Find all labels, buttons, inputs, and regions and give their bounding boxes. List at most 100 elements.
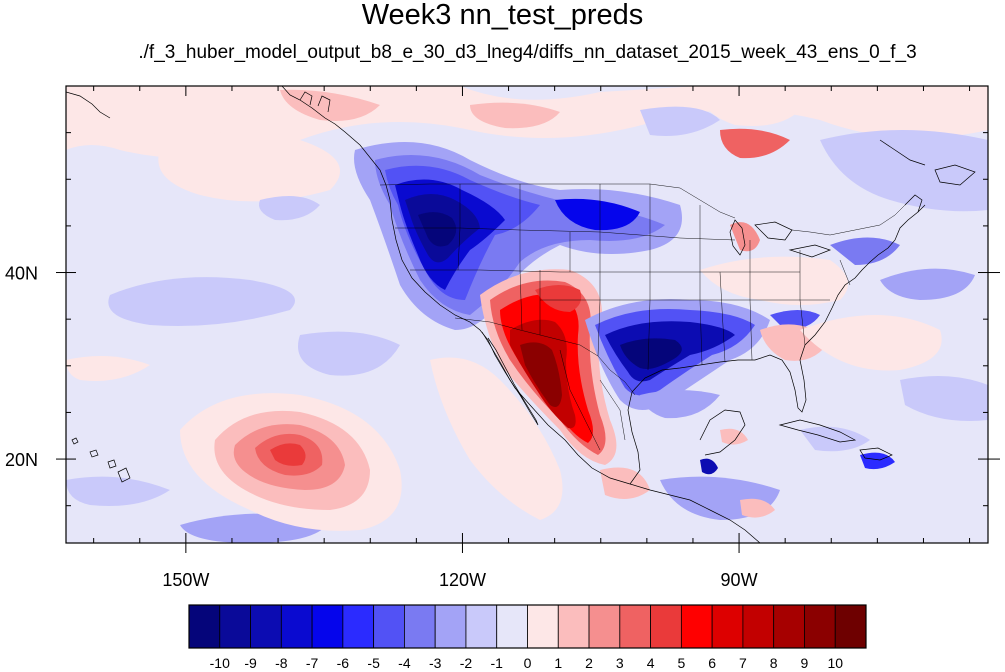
coastline (729, 219, 746, 256)
coastline (879, 139, 926, 166)
anomaly-patch (418, 212, 457, 247)
coastline (934, 164, 976, 186)
border (599, 379, 626, 441)
anomaly-patch (66, 476, 170, 506)
anomaly-patch (640, 390, 720, 419)
border (699, 205, 703, 366)
border (457, 184, 461, 271)
colorbar-label: 6 (708, 655, 716, 671)
anomaly-patch (740, 498, 775, 518)
lat-tick-label: 20N (5, 450, 38, 470)
map-title: Week3 nn_test_preds (361, 0, 644, 31)
lat-tick-label: 40N (5, 264, 38, 284)
colorbar-label: -4 (398, 655, 411, 671)
colorbar: -10 -9 -8 -7 -6 -5 -4 -3 -2 -1 0 1 2 3 4 5 6 7 8 9 10 (188, 604, 867, 671)
anomaly-patch (66, 356, 150, 381)
coastline (281, 86, 631, 485)
colorbar-swatch (773, 604, 805, 649)
border (791, 204, 906, 236)
colorbar-swatch (619, 604, 651, 649)
colorbar-label: 5 (677, 655, 685, 671)
coastline (299, 91, 313, 106)
coastline (788, 244, 832, 258)
anomaly-patch (280, 89, 380, 121)
anomaly-patch (270, 443, 306, 466)
border (395, 227, 736, 241)
coastline (317, 95, 331, 113)
coastline (89, 449, 99, 458)
colorbar-label: -9 (244, 655, 257, 671)
coastline (117, 467, 131, 483)
coastline (66, 91, 111, 119)
colorbar-swatch (250, 604, 282, 649)
colorbar-label: -6 (337, 655, 350, 671)
colorbar-swatch (680, 604, 713, 649)
anomaly-patch (720, 428, 748, 445)
colorbar-swatch (527, 604, 559, 649)
lon-tick-label: 120W (439, 570, 486, 590)
lon-tick-label: 90W (721, 570, 758, 590)
colorbar-label: 7 (739, 655, 747, 671)
border (647, 184, 651, 371)
colorbar-swatch (496, 604, 528, 649)
colorbar-swatch (373, 604, 405, 649)
coastline (699, 409, 746, 456)
coastline (71, 437, 79, 445)
map-frame (65, 85, 989, 544)
anomaly-patch (700, 458, 718, 475)
colorbar-swatch (434, 604, 467, 649)
coastline (629, 483, 761, 543)
coastline (778, 419, 857, 443)
colorbar-label: 0 (524, 655, 532, 671)
border (519, 184, 523, 331)
coastline (754, 221, 793, 241)
colorbar-swatch (557, 604, 590, 649)
coastline (481, 331, 539, 426)
colorbar-label: -10 (210, 655, 230, 671)
anomaly-patch (730, 222, 760, 252)
colorbar-label: 3 (616, 655, 624, 671)
colorbar-label: 10 (827, 655, 843, 671)
anomaly-patch (800, 315, 942, 371)
border (454, 317, 636, 396)
map-axes: 150W 120W 90W 20N 40N (5, 86, 1000, 590)
colorbar-label: -1 (491, 655, 504, 671)
colorbar-swatch (742, 604, 775, 649)
colorbar-swatch (804, 604, 836, 649)
colorbar-label: 4 (647, 655, 655, 671)
anomaly-patch (298, 331, 400, 376)
lon-tick-label: 150W (162, 570, 209, 590)
coastline (627, 307, 833, 485)
colorbar-label: 8 (770, 655, 778, 671)
colorbar-swatch (342, 604, 375, 649)
map-subtitle: ./f_3_huber_model_output_b8_e_30_d3_lneg… (138, 42, 917, 63)
anomaly-patch (259, 196, 320, 221)
border (379, 183, 736, 219)
border (799, 250, 806, 346)
colorbar-label: -8 (275, 655, 288, 671)
coastline (859, 447, 893, 461)
anomaly-patch (880, 268, 975, 300)
colorbar-label: 9 (801, 655, 809, 671)
colorbar-label: 2 (585, 655, 593, 671)
anomaly-patch (700, 94, 800, 126)
anomaly-patch (900, 376, 988, 421)
colorbar-label: -2 (460, 655, 473, 671)
colorbar-swatch (711, 604, 744, 649)
colorbar-swatch (465, 604, 498, 649)
anomaly-patch (720, 128, 790, 159)
colorbar-swatch (404, 604, 436, 649)
colorbar-swatch (588, 604, 621, 649)
coastline (904, 194, 923, 213)
anomaly-patch (108, 277, 295, 326)
colorbar-swatch (219, 604, 251, 649)
colorbar-swatch (650, 604, 682, 649)
colorbar-swatch (188, 604, 221, 649)
anomaly-patch (535, 285, 582, 312)
border (559, 349, 601, 451)
anomaly-patch (600, 467, 650, 499)
colorbar-swatch (311, 604, 344, 649)
border (597, 184, 601, 357)
anomaly-patch (158, 132, 340, 202)
